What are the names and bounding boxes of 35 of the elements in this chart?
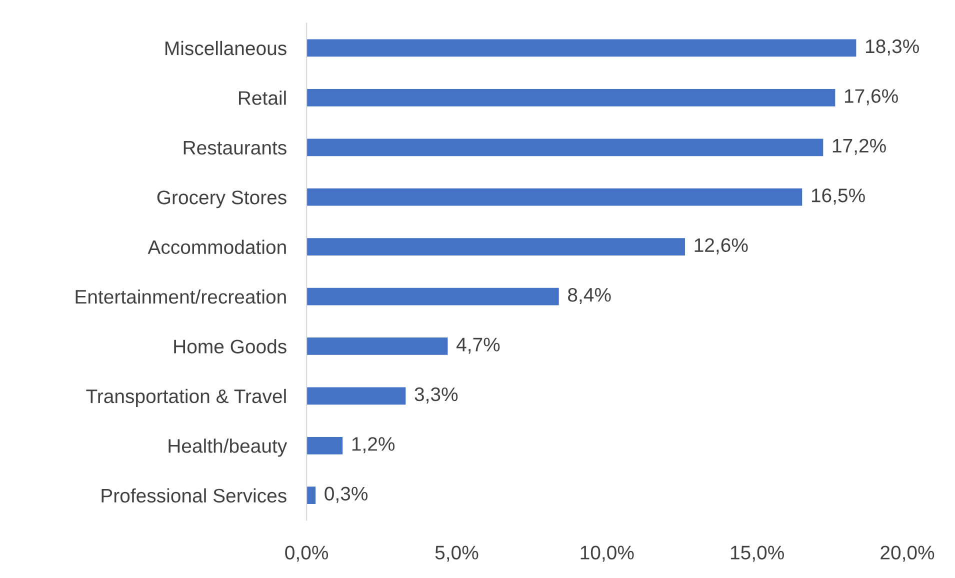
y-tick-label: Professional Services (102, 488, 286, 503)
bar (306, 436, 343, 454)
x-tick-label: 0,0% (285, 546, 328, 562)
y-tick-label: Grocery Stores (157, 190, 286, 208)
bar (306, 486, 316, 504)
y-tick-label: Restaurants (184, 141, 286, 155)
bar (306, 238, 685, 256)
bar (306, 338, 448, 355)
data-label: 1,2% (352, 437, 395, 454)
x-tick-label: 5,0% (435, 546, 478, 562)
bar (306, 188, 802, 206)
y-tick-label: Accommodation (148, 240, 286, 254)
bar (306, 138, 824, 156)
bar (306, 88, 836, 106)
y-tick-label: Health/beauty (168, 438, 288, 457)
data-label: 16,5% (812, 188, 865, 205)
y-tick-label: Transportation & Travel (86, 388, 286, 408)
bar (306, 288, 559, 306)
data-label: 17,2% (832, 138, 886, 155)
data-label: 18,3% (866, 39, 919, 56)
bar (306, 387, 406, 405)
x-tick-label: 20,0% (880, 546, 934, 562)
y-tick-label: Home Goods (174, 339, 286, 354)
data-label: 8,4% (568, 288, 611, 304)
data-label: 17,6% (844, 89, 898, 106)
data-label: 3,3% (414, 387, 458, 404)
data-label: 4,7% (456, 338, 500, 354)
y-tick-label: Retail (238, 90, 286, 105)
x-tick-label: 15,0% (730, 546, 784, 562)
y-tick-label: Miscellaneous (166, 40, 286, 56)
bar (306, 39, 856, 57)
data-label: 12,6% (694, 238, 748, 254)
x-tick-label: 10,0% (580, 546, 634, 562)
y-tick-label: Entertainment/recreation (76, 289, 286, 304)
data-label: 0,3% (324, 486, 368, 503)
